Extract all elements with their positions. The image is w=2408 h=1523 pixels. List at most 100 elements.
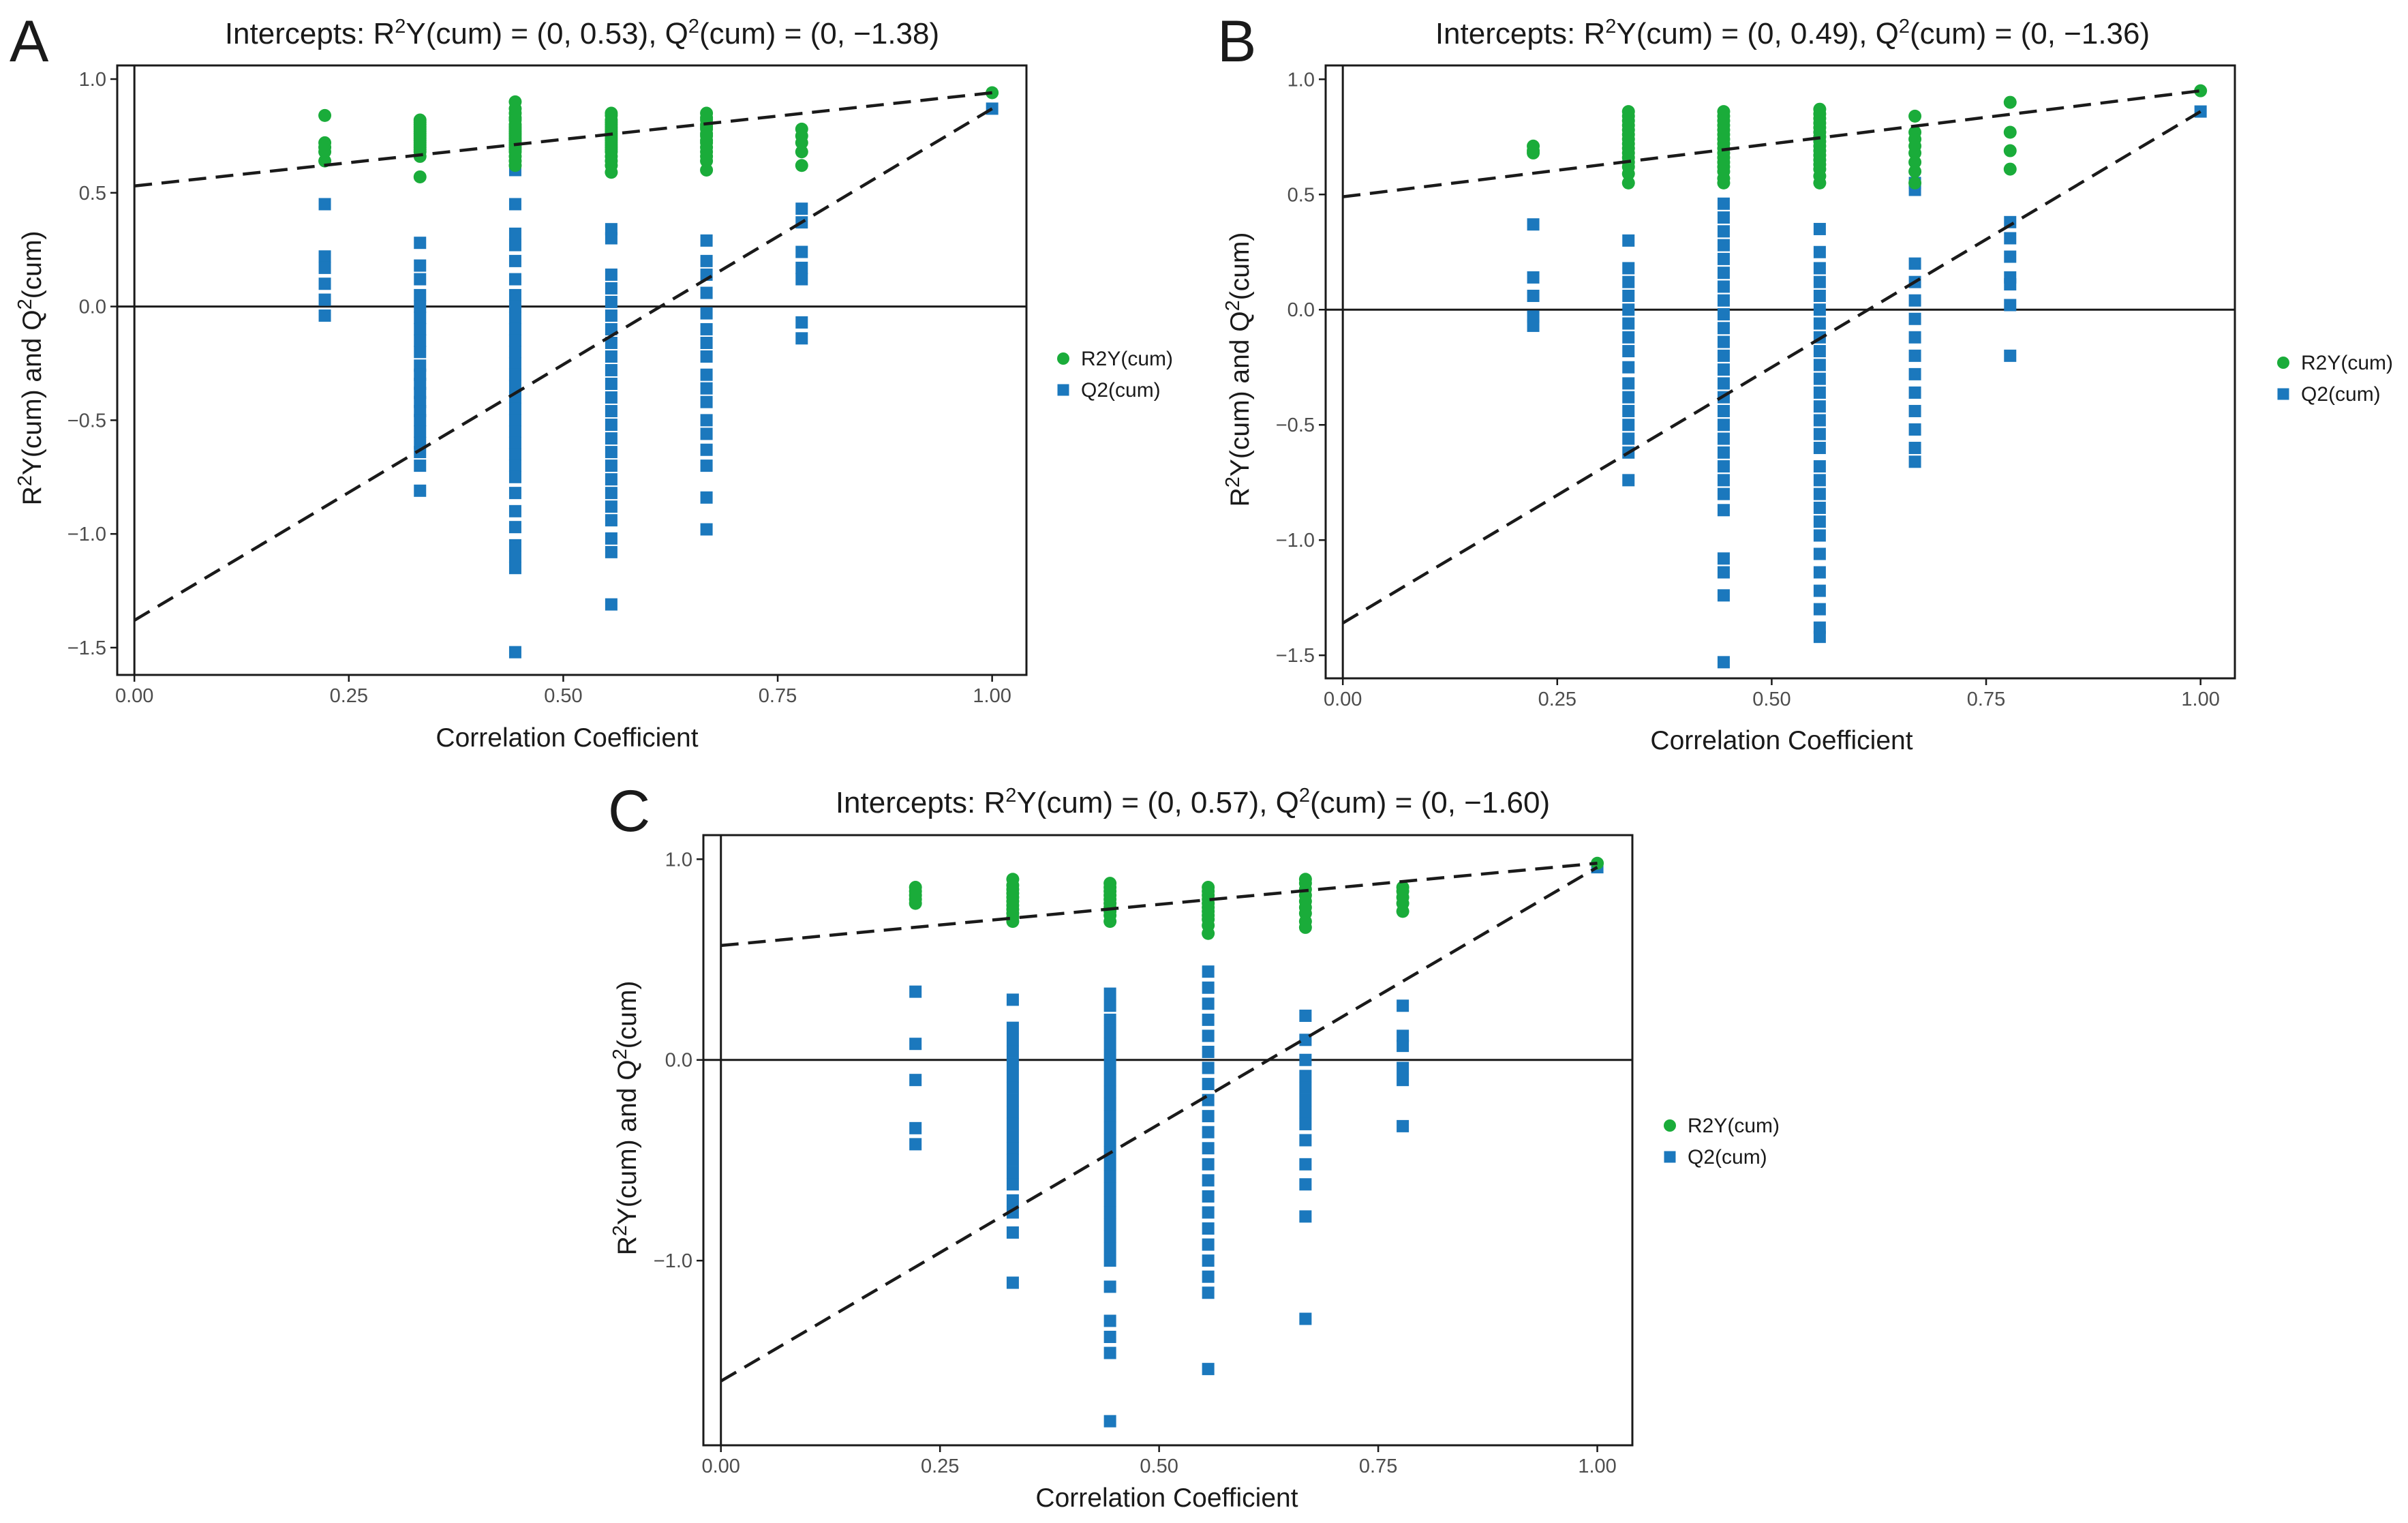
panel-b-y-tick-label: −0.5 <box>1276 414 1315 436</box>
panel-b-q2-point <box>1813 359 1826 372</box>
panel-b-legend-label: Q2(cum) <box>2301 383 2381 406</box>
panel-a-q2-point <box>605 405 618 418</box>
panel-a-q2-point <box>508 539 521 552</box>
panel-b-q2-point <box>1622 432 1635 445</box>
panel-a-q2-point <box>414 273 427 286</box>
panel-c-legend-r2-key <box>1664 1119 1676 1132</box>
panel-b-q2-point <box>1813 427 1826 440</box>
panel-a-r2-point <box>508 159 522 172</box>
panel-c-q2-point <box>1103 1415 1116 1428</box>
panel-b-r2-point <box>1908 146 1922 160</box>
panel-b-q2-point <box>1717 566 1730 579</box>
panel-c-y-tick-label: −1.0 <box>654 1250 692 1272</box>
panel-a-q2-point <box>605 532 618 545</box>
panel-b-q2-point <box>1813 442 1826 455</box>
panel-c-r2-point <box>1202 926 1215 940</box>
panel-b-x-tick-label: 1.00 <box>2181 689 2219 710</box>
panel-a-q2-point <box>700 286 713 299</box>
panel-b-q2-point <box>1813 317 1826 330</box>
panel-a-x-tick-label: 0.50 <box>544 685 582 707</box>
panel-c-q2-point <box>1103 1061 1116 1074</box>
panel-c-q2-point <box>1006 1117 1019 1130</box>
panel-b-q2-point <box>1717 474 1730 487</box>
panel-a-q2-point <box>605 232 618 245</box>
panel-a-q2-point <box>700 234 713 247</box>
panel-b-q2-point <box>1908 442 1921 455</box>
panel-b-q2-point <box>1908 312 1921 325</box>
panel-a-q2-point <box>700 459 713 472</box>
panel-a-y-axis-label: R2Y(cum) and Q2(cum) <box>14 231 47 506</box>
panel-a-q2-point <box>508 346 521 359</box>
panel-b-q2-point <box>2004 232 2017 245</box>
panel-a-q2-point <box>508 470 521 483</box>
panel-a-q2-point <box>318 250 331 263</box>
panel-c-q2-point <box>1202 1045 1215 1058</box>
panel-c-q2-point <box>1202 1110 1215 1123</box>
panel-b-q2-point <box>1908 404 1921 417</box>
panel-c-q2-point <box>1202 1270 1215 1283</box>
panel-b-q2-point <box>1813 400 1826 413</box>
panel-c-regression-lines <box>720 861 1598 1383</box>
panel-c-q2-point <box>1299 1178 1312 1191</box>
panel-a-q2-point <box>508 436 521 449</box>
panel-b-q2-point <box>2004 278 2017 291</box>
panel-b-r2-point <box>1621 176 1635 190</box>
panel-b-q2-point <box>1813 474 1826 487</box>
panel-c-q2-point <box>1006 1153 1019 1166</box>
panel-a-q2-point <box>414 459 427 472</box>
panel-a-q2-point <box>508 646 521 659</box>
panel-b-q2-point <box>1717 419 1730 432</box>
panel-a-q2-point <box>318 309 331 322</box>
panel-b-q2-point <box>1813 386 1826 399</box>
panel-b-q2-point <box>1717 322 1730 335</box>
panel-b-q2-point <box>1717 280 1730 293</box>
panel-b-letter: B <box>1217 9 1256 74</box>
panel-a-q2-point <box>414 237 427 250</box>
panel-a-q2-point <box>414 259 427 272</box>
panel-c-q2-point <box>1103 1074 1116 1087</box>
panel-c-q2-point <box>1006 1194 1019 1207</box>
panel-a-q2-point <box>605 391 618 404</box>
panel-c-q2-point <box>1103 1110 1116 1123</box>
panel-a-q2-point <box>508 334 521 347</box>
panel-b-q2-point <box>1527 310 1540 323</box>
panel-c-q2-point <box>1103 1134 1116 1147</box>
panel-c-q2-point <box>1202 1078 1215 1091</box>
panel-b-plot-frame <box>1324 64 2236 680</box>
panel-a-q2-point <box>508 487 521 500</box>
panel-b-q2-point <box>1717 294 1730 307</box>
panel-b-legend-q2-key <box>2277 388 2289 400</box>
panel-a-q2-point <box>414 425 427 438</box>
panel-b-x-tick-label: 0.00 <box>1324 689 1362 710</box>
panel-c-q2-point <box>1103 1230 1116 1243</box>
panel-a-x-axis-label: Correlation Coefficient <box>436 723 698 753</box>
panel-a-q2-point <box>414 288 427 301</box>
panel-b-q2-point <box>1717 656 1730 669</box>
panel-c-q2-point <box>1397 999 1409 1012</box>
panel-a-q2-point <box>795 245 808 258</box>
panel-b-r2-point <box>1908 164 1922 178</box>
panel-c-q2-point <box>1006 1045 1019 1058</box>
panel-b-q2-point <box>1813 460 1826 473</box>
panel-b-q2-point <box>1717 446 1730 459</box>
panel-a-q2-point <box>508 239 521 252</box>
panel-b-q2-point <box>1908 331 1921 344</box>
panel-c-q2-point <box>1103 1331 1116 1344</box>
panel-a-q2-point <box>795 202 808 215</box>
panel-a-q2-point <box>605 459 618 472</box>
panel-b-legend-r2-key <box>2277 357 2289 369</box>
panel-a-r2-point <box>318 108 332 122</box>
panel-b-q2-point <box>1813 529 1826 542</box>
panel-c-q2-point <box>1299 1070 1312 1083</box>
panel-b-x-tick-label: 0.75 <box>1967 689 2005 710</box>
panel-a-x-tick-label: 0.25 <box>330 685 368 707</box>
panel-c-q2-point <box>1006 1094 1019 1106</box>
panel-c-q2-point <box>1103 1038 1116 1051</box>
panel-c-q2-point <box>909 1138 922 1151</box>
panel-b-q2-point <box>1813 222 1826 235</box>
panel-c-q2-point <box>1006 1142 1019 1155</box>
panel-b-q2-point <box>1717 211 1730 224</box>
panel-b-y-tick-label: 0.5 <box>1287 184 1315 206</box>
panel-c-q2-point <box>1006 1226 1019 1239</box>
panel-a-x-tick-label: 0.75 <box>759 685 797 707</box>
